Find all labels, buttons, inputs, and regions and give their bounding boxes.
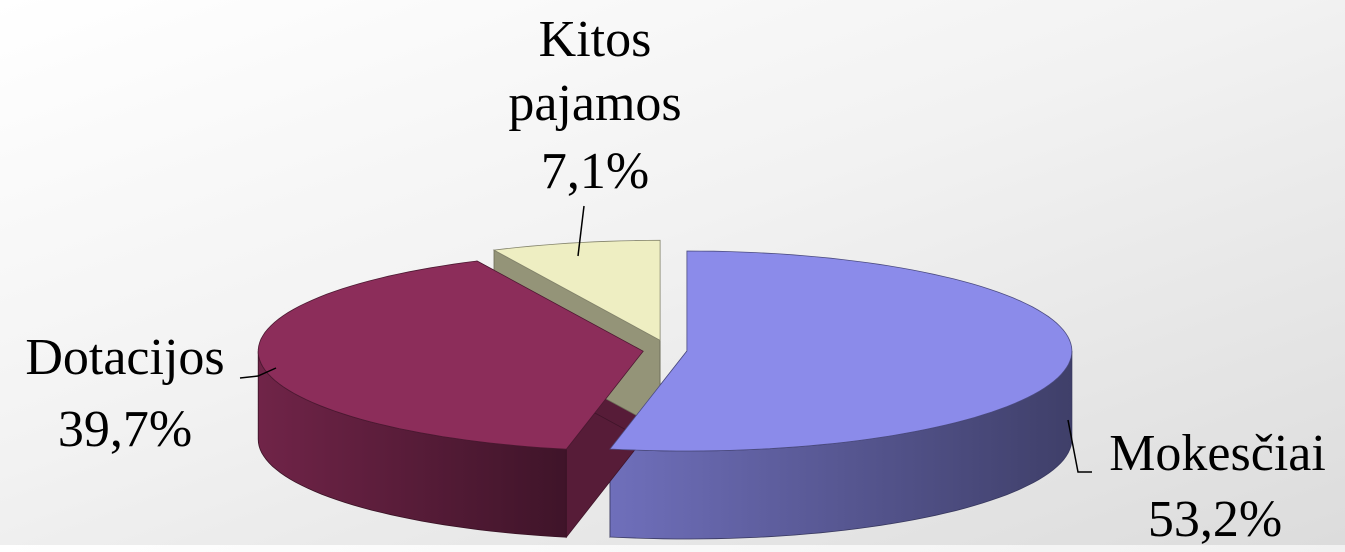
slice-top — [492, 239, 661, 341]
leader-line — [239, 367, 277, 379]
slice-label: Mokesčiai — [1109, 425, 1326, 482]
leader-line — [577, 205, 585, 257]
value-label: 7,1% — [540, 143, 650, 200]
slice-top — [609, 250, 1073, 452]
value-label: 39,7% — [57, 401, 193, 458]
value-label: 53,2% — [1147, 491, 1283, 548]
tops — [257, 239, 1073, 452]
slice-top — [257, 260, 644, 450]
leader-line — [1067, 419, 1092, 473]
leader-lines — [239, 205, 1092, 473]
slice-label: Dotacijos — [25, 329, 225, 386]
slice-label: Kitos pajamos — [508, 11, 682, 132]
